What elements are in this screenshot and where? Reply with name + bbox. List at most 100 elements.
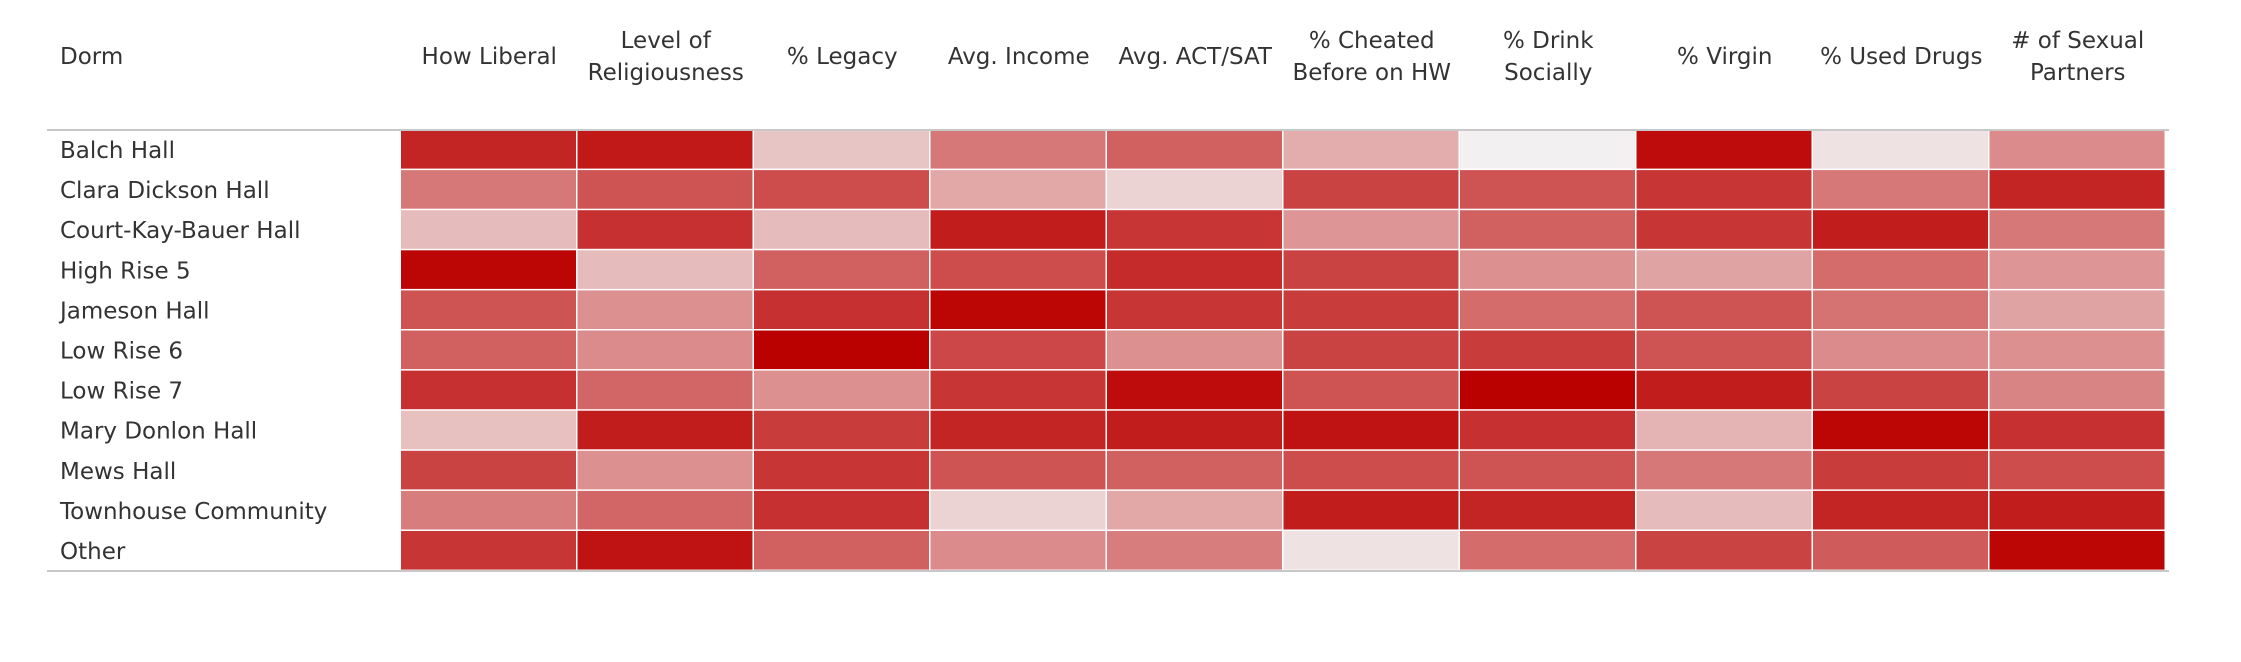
heatmap-cell: [577, 210, 753, 249]
column-header-line: Partners: [2030, 60, 2126, 86]
heatmap-cell: [1283, 490, 1459, 530]
row-label: Clara Dickson Hall: [60, 178, 270, 204]
column-header-line: Level of: [621, 28, 712, 54]
heatmap-cell: [1813, 370, 1988, 410]
row-label: Balch Hall: [60, 138, 175, 164]
heatmap-cell: [1989, 330, 2165, 370]
column-header-line: % Cheated: [1309, 28, 1435, 54]
heatmap-cell: [1813, 490, 1988, 530]
heatmap-cell: [1283, 410, 1459, 450]
heatmap-cell: [577, 410, 753, 450]
heatmap-cell: [1989, 210, 2165, 249]
heatmap-cell: [1283, 130, 1459, 169]
heatmap-cell: [401, 250, 576, 289]
heatmap-cell: [1107, 370, 1282, 410]
heatmap-cell: [1636, 290, 1812, 329]
heatmap-cell: [1636, 210, 1812, 249]
heatmap-cell: [1989, 450, 2165, 490]
heatmap-cell: [577, 250, 753, 289]
heatmap-cell: [1107, 210, 1282, 249]
heatmap-cell: [1107, 410, 1282, 450]
heatmap-cell: [1636, 170, 1812, 209]
heatmap-cell: [930, 330, 1106, 370]
heatmap-cell: [930, 450, 1106, 490]
heatmap-cell: [1989, 410, 2165, 450]
heatmap-cell: [754, 490, 929, 530]
heatmap-cell: [577, 531, 753, 570]
heatmap-cell: [401, 290, 576, 329]
heatmap-cell: [1989, 290, 2165, 329]
heatmap-cell: [1283, 330, 1459, 370]
row-label: Mary Donlon Hall: [60, 419, 257, 445]
heatmap-cell: [1989, 170, 2165, 209]
row-header-label: Dorm: [60, 44, 123, 70]
heatmap-cell: [1636, 410, 1812, 450]
heatmap-cell: [754, 450, 929, 490]
heatmap-cell: [1636, 250, 1812, 289]
heatmap-cell: [1813, 450, 1988, 490]
row-label: High Rise 5: [60, 258, 191, 284]
heatmap-cell: [1460, 370, 1635, 410]
column-header: % Legacy: [787, 44, 898, 70]
heatmap-cell: [1813, 330, 1988, 370]
heatmap-cell: [1813, 250, 1988, 289]
heatmap-cell: [1460, 450, 1635, 490]
heatmap-cell: [1813, 531, 1988, 570]
row-label: Townhouse Community: [59, 499, 327, 525]
heatmap-cell: [754, 410, 929, 450]
heatmap-cell: [1636, 370, 1812, 410]
column-headers: How Liberal Level of Religiousness % Legacy…: [422, 28, 2145, 86]
heatmap-cell: [1107, 170, 1282, 209]
heatmap-cell: [1989, 490, 2165, 530]
heatmap-cell: [930, 210, 1106, 249]
heatmap-cell: [1460, 490, 1635, 530]
column-header-line: % Drink: [1503, 28, 1594, 54]
column-header: Avg. ACT/SAT: [1119, 44, 1273, 70]
heatmap-cell: [1989, 130, 2165, 169]
heatmap-cell: [930, 170, 1106, 209]
row-label: Low Rise 7: [60, 379, 183, 405]
heatmap-cell: [754, 130, 929, 169]
heatmap-cell: [930, 531, 1106, 570]
column-header-line: Avg. Income: [948, 44, 1090, 70]
heatmap-cell: [754, 531, 929, 570]
heatmap-cell: [577, 490, 753, 530]
heatmap-cell: [1283, 531, 1459, 570]
column-header: Level of Religiousness: [588, 28, 744, 86]
heatmap-cell: [401, 330, 576, 370]
column-header-line: Religiousness: [588, 60, 744, 86]
heatmap-cell: [577, 450, 753, 490]
heatmap-cell: [1460, 130, 1635, 169]
heatmap-cell: [754, 170, 929, 209]
heatmap-cell: [1283, 210, 1459, 249]
row-label: Mews Hall: [60, 459, 176, 485]
heatmap-cell: [401, 450, 576, 490]
heatmap-cell: [1283, 450, 1459, 490]
column-header-line: Socially: [1504, 60, 1592, 86]
heatmap-cell: [1813, 410, 1988, 450]
column-header-line: % Virgin: [1677, 44, 1772, 70]
column-header: How Liberal: [422, 44, 557, 70]
heatmap-cell: [1107, 290, 1282, 329]
heatmap-cell: [754, 250, 929, 289]
heatmap-cell: [1813, 170, 1988, 209]
column-header-line: % Used Drugs: [1820, 44, 1982, 70]
heatmap-cell: [1636, 531, 1812, 570]
heatmap-cell: [1813, 130, 1988, 169]
heatmap-cell: [1107, 130, 1282, 169]
heatmap-cell: [1636, 490, 1812, 530]
heatmap-cell: [1460, 531, 1635, 570]
heatmap-cell: [754, 370, 929, 410]
heatmap-cell: [1283, 290, 1459, 329]
heatmap-cell: [1813, 210, 1988, 249]
heatmap-cell: [1636, 130, 1812, 169]
heatmap-cell: [577, 130, 753, 169]
row-labels: Balch Hall Clara Dickson Hall Court-Kay-Ba…: [58, 138, 327, 565]
heatmap-cell: [1460, 250, 1635, 289]
heatmap-cell: [1107, 450, 1282, 490]
heatmap-cell: [930, 250, 1106, 289]
heatmap-cell: [577, 370, 753, 410]
heatmap-cell: [930, 410, 1106, 450]
heatmap-cell: [754, 290, 929, 329]
